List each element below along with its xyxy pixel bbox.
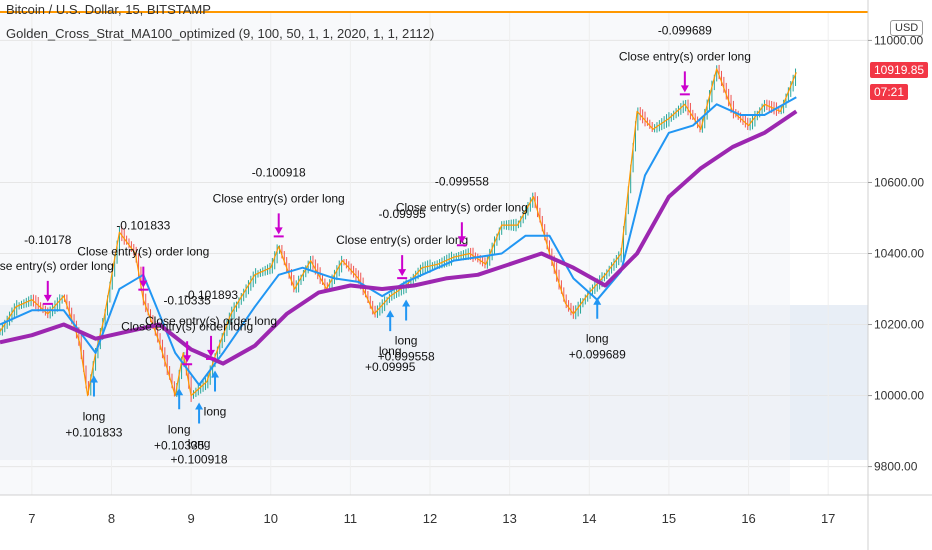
entry-value: +0.10335: [154, 438, 205, 452]
x-tick-label: 9: [188, 511, 195, 526]
exit-arrow-icon: [274, 213, 283, 235]
y-tick-label: 11000.00: [874, 33, 923, 47]
exit-arrow-icon: [183, 341, 192, 363]
y-axis[interactable]: 9800.00 10000.00 10200.00 10400.00 10600.00 1…: [868, 33, 924, 474]
entry-arrow-icon: [89, 375, 98, 397]
x-tick-label: 7: [28, 511, 35, 526]
exit-label: Close entry(s) order long: [0, 259, 114, 273]
entry-arrow-icon: [195, 402, 204, 424]
price-line: [0, 68, 797, 397]
entry-arrow-icon: [593, 297, 602, 319]
entry-value: +0.101833: [65, 425, 122, 439]
exit-arrow-icon: [457, 222, 466, 244]
x-tick-label: 17: [821, 511, 835, 526]
strategy-title[interactable]: Golden_Cross_Strat_MA100_optimized (9, 1…: [6, 26, 435, 41]
entry-label: long: [204, 404, 227, 418]
x-axis[interactable]: 7 8 9 10 11 12 13 14 15 16 17: [28, 511, 835, 526]
exit-value: -0.101833: [116, 219, 170, 233]
exit-label: Close entry(s) order long: [213, 191, 345, 205]
x-tick-label: 10: [264, 511, 278, 526]
entry-arrow-icon: [402, 299, 411, 321]
exit-value: -0.099689: [658, 23, 712, 37]
entry-value: +0.099689: [569, 348, 626, 362]
x-tick-label: 14: [582, 511, 596, 526]
y-tick-label: 10000.00: [874, 389, 924, 403]
exit-value: -0.10178: [24, 233, 72, 247]
entry-value: +0.099558: [378, 349, 435, 363]
exit-value: -0.100918: [252, 165, 306, 179]
exit-label: Close entry(s) order long: [619, 49, 751, 63]
entry-label: long: [379, 344, 402, 358]
ma-long-line: [0, 109, 798, 366]
x-tick-label: 15: [662, 511, 676, 526]
y-tick-label: 9800.00: [874, 460, 918, 474]
exit-value: -0.10335: [163, 293, 211, 307]
x-tick-label: 8: [108, 511, 115, 526]
series-lines: [0, 68, 798, 397]
entry-label: long: [586, 332, 609, 346]
entry-arrow-icon: [386, 310, 395, 332]
y-tick-label: 10200.00: [874, 318, 924, 332]
exit-arrow-icon: [398, 255, 407, 277]
currency-button[interactable]: USD: [890, 20, 924, 36]
entry-arrow-icon: [175, 388, 184, 410]
x-tick-label: 11: [344, 511, 358, 526]
entry-label: long: [83, 409, 106, 423]
y-tick-label: 10600.00: [874, 175, 924, 189]
symbol-title: Bitcoin / U.S. Dollar, 15, BITSTAMP: [6, 2, 211, 17]
entry-value: +0.100918: [171, 452, 228, 466]
x-tick-label: 16: [741, 511, 755, 526]
last-price-label: 10919.85: [870, 62, 929, 78]
exit-label: Close entry(s) order long: [121, 319, 253, 333]
exit-value: -0.101893: [184, 288, 238, 302]
exit-arrow-icon: [43, 280, 52, 302]
x-tick-label: 12: [423, 511, 437, 526]
ma-fast-line: [0, 96, 797, 386]
exit-label: Close entry(s) order long: [396, 200, 528, 214]
entry-arrow-icon: [211, 370, 220, 392]
exit-arrow-icon: [207, 335, 216, 357]
trade-annotations: long+0.101833 long+0.10335long+0.100918lo…: [0, 23, 751, 466]
y-tick-label: 10400.00: [874, 247, 924, 261]
bar-countdown-label: 07:21: [870, 84, 909, 100]
grid-lines: [0, 12, 868, 495]
exit-arrow-icon: [680, 71, 689, 93]
entry-label: long: [188, 436, 211, 450]
exit-label: Close entry(s) order long: [77, 245, 209, 259]
exit-value: -0.09995: [378, 207, 426, 221]
entry-label: long: [168, 422, 191, 436]
entry-value: +0.09995: [365, 360, 416, 374]
exit-arrow-icon: [139, 266, 148, 288]
exit-label: Close entry(s) order long: [145, 314, 277, 328]
x-tick-label: 13: [502, 511, 516, 526]
entry-label: long: [395, 333, 418, 347]
exit-label: Close entry(s) order long: [336, 233, 468, 247]
exit-value: -0.099558: [435, 174, 489, 188]
